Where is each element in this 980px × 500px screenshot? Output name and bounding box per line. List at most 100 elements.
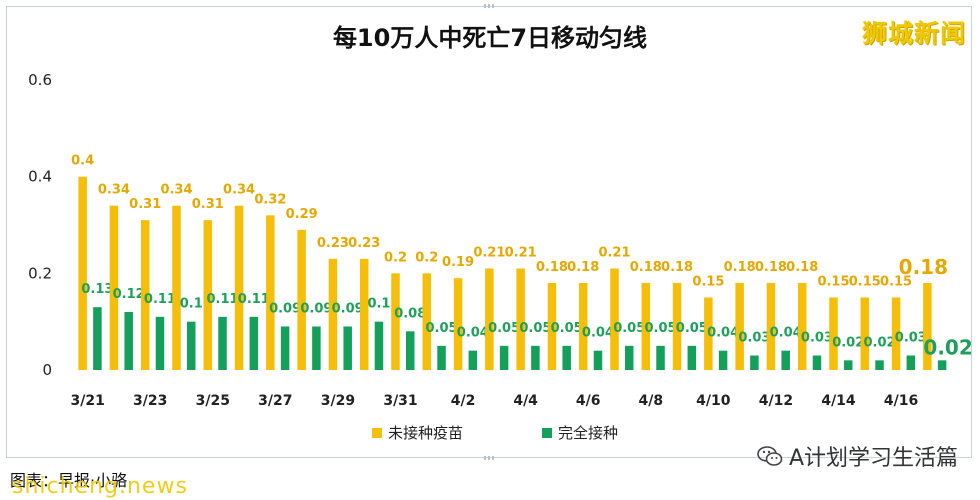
- bar-unvaccinated: [829, 297, 838, 370]
- data-label-fully-vaccinated: 0.05: [425, 321, 457, 336]
- data-label-fully-vaccinated: 0.08: [394, 306, 426, 321]
- bar-unvaccinated: [234, 205, 244, 370]
- bar-fully-vaccinated: [343, 326, 352, 370]
- data-label-unvaccinated: 0.34: [160, 183, 192, 198]
- bar-unvaccinated: [735, 283, 744, 370]
- data-label-unvaccinated: 0.32: [254, 192, 286, 207]
- wechat-icon: [757, 446, 783, 466]
- bar-fully-vaccinated: [406, 331, 415, 370]
- brand-logo: 狮城新闻: [861, 19, 966, 48]
- data-label-unvaccinated: 0.2: [415, 250, 438, 265]
- bar-fully-vaccinated: [187, 321, 196, 370]
- bar-fully-vaccinated: [718, 350, 728, 370]
- bar-fully-vaccinated: [124, 312, 133, 370]
- bar-fully-vaccinated: [93, 307, 102, 370]
- bar-unvaccinated: [485, 268, 494, 370]
- data-label-unvaccinated: 0.15: [692, 275, 724, 290]
- x-tick-label: 3/21: [70, 393, 104, 409]
- bar-fully-vaccinated: [937, 360, 947, 370]
- data-label-fully-vaccinated: 0.05: [644, 321, 676, 336]
- y-tick-label: 0: [42, 361, 52, 379]
- data-label-unvaccinated: 0.31: [192, 197, 224, 212]
- x-tick-label: 3/27: [258, 393, 292, 409]
- bar-unvaccinated: [109, 205, 119, 370]
- bar-fully-vaccinated: [562, 345, 571, 370]
- data-label-fully-vaccinated: 0.03: [738, 331, 770, 346]
- bar-unvaccinated: [672, 283, 682, 370]
- bar-unvaccinated: [516, 268, 525, 370]
- data-label-unvaccinated: 0.15: [880, 275, 912, 290]
- bar-fully-vaccinated: [750, 355, 759, 370]
- data-label-fully-vaccinated: 0.11: [206, 292, 238, 307]
- data-label-unvaccinated: 0.21: [598, 246, 630, 261]
- bar-unvaccinated: [547, 283, 557, 370]
- data-label-fully-vaccinated: 0.1: [180, 297, 203, 312]
- bar-fully-vaccinated: [155, 316, 165, 370]
- x-tick-label: 4/4: [513, 393, 538, 409]
- data-label-fully-vaccinated: 0.02: [923, 335, 972, 359]
- bar-fully-vaccinated: [593, 350, 603, 370]
- data-label-fully-vaccinated: 0.1: [367, 297, 390, 312]
- bar-unvaccinated: [328, 258, 338, 370]
- legend-label-unvaccinated: 未接种疫苗: [388, 424, 463, 442]
- data-label-fully-vaccinated: 0.09: [269, 302, 301, 317]
- bar-unvaccinated: [140, 220, 150, 370]
- bar-unvaccinated: [391, 273, 400, 370]
- data-label-unvaccinated: 0.21: [505, 246, 537, 261]
- x-tick-label: 4/12: [759, 393, 793, 409]
- data-label-fully-vaccinated: 0.02: [832, 335, 864, 350]
- bar-unvaccinated: [610, 268, 619, 370]
- y-tick-label: 0.6: [28, 71, 52, 89]
- data-label-fully-vaccinated: 0.05: [488, 321, 520, 336]
- bar-unvaccinated: [860, 297, 870, 370]
- bar-fully-vaccinated: [218, 316, 227, 370]
- data-label-unvaccinated: 0.4: [71, 154, 94, 169]
- bar-fully-vaccinated: [531, 345, 540, 370]
- resize-handle-bottom[interactable]: [484, 456, 496, 460]
- bar-fully-vaccinated: [875, 360, 884, 370]
- x-tick-label: 4/14: [821, 393, 856, 409]
- bar-unvaccinated: [453, 278, 463, 370]
- resize-handle-top[interactable]: [484, 4, 496, 8]
- bar-unvaccinated: [359, 258, 369, 370]
- data-label-unvaccinated: 0.34: [223, 183, 255, 198]
- bar-fully-vaccinated: [499, 345, 509, 370]
- bar-unvaccinated: [297, 229, 306, 370]
- data-label-unvaccinated: 0.18: [630, 260, 662, 275]
- chart-caption: 图表：早报·小骆: [10, 471, 128, 490]
- data-label-unvaccinated: 0.18: [567, 260, 599, 275]
- x-tick-label: 3/29: [321, 393, 355, 409]
- bar-fully-vaccinated: [812, 355, 822, 370]
- data-label-fully-vaccinated: 0.04: [582, 326, 614, 341]
- data-label-fully-vaccinated: 0.11: [144, 292, 176, 307]
- bar-unvaccinated: [797, 283, 807, 370]
- data-label-fully-vaccinated: 0.09: [300, 302, 332, 317]
- data-label-fully-vaccinated: 0.04: [457, 326, 489, 341]
- bar-fully-vaccinated: [468, 350, 478, 370]
- x-tick-label: 3/31: [383, 393, 417, 409]
- legend-swatch-fully-vaccinated: [542, 428, 552, 438]
- wechat-account-label: A计划学习生活篇: [788, 446, 958, 471]
- bar-fully-vaccinated: [374, 321, 384, 370]
- bar-fully-vaccinated: [312, 326, 321, 370]
- bar-chart: 0 0.2 0.4 0.6 0.4 0.13 0.34 0.12 0.31 0.11 0.34 0.1…: [28, 71, 973, 442]
- data-label-unvaccinated: 0.15: [849, 275, 881, 290]
- data-label-fully-vaccinated: 0.05: [676, 321, 708, 336]
- wechat-account: A计划学习生活篇: [757, 440, 958, 472]
- bar-unvaccinated: [891, 297, 901, 370]
- data-label-fully-vaccinated: 0.09: [332, 302, 364, 317]
- site-watermark: shicheng.news: [12, 474, 188, 499]
- bar-unvaccinated: [923, 283, 932, 370]
- bar-unvaccinated: [172, 205, 181, 370]
- bar-unvaccinated: [704, 297, 713, 370]
- data-label-unvaccinated: 0.15: [817, 275, 849, 290]
- data-label-unvaccinated: 0.34: [98, 183, 130, 198]
- data-label-unvaccinated: 0.18: [661, 260, 693, 275]
- bar-fully-vaccinated: [781, 350, 790, 370]
- legend-swatch-unvaccinated: [372, 428, 382, 438]
- x-tick-label: 3/25: [196, 393, 230, 409]
- legend-label-fully-vaccinated: 完全接种: [558, 424, 618, 442]
- bar-unvaccinated: [766, 283, 776, 370]
- data-label-fully-vaccinated: 0.02: [863, 335, 895, 350]
- data-label-unvaccinated: 0.18: [755, 260, 787, 275]
